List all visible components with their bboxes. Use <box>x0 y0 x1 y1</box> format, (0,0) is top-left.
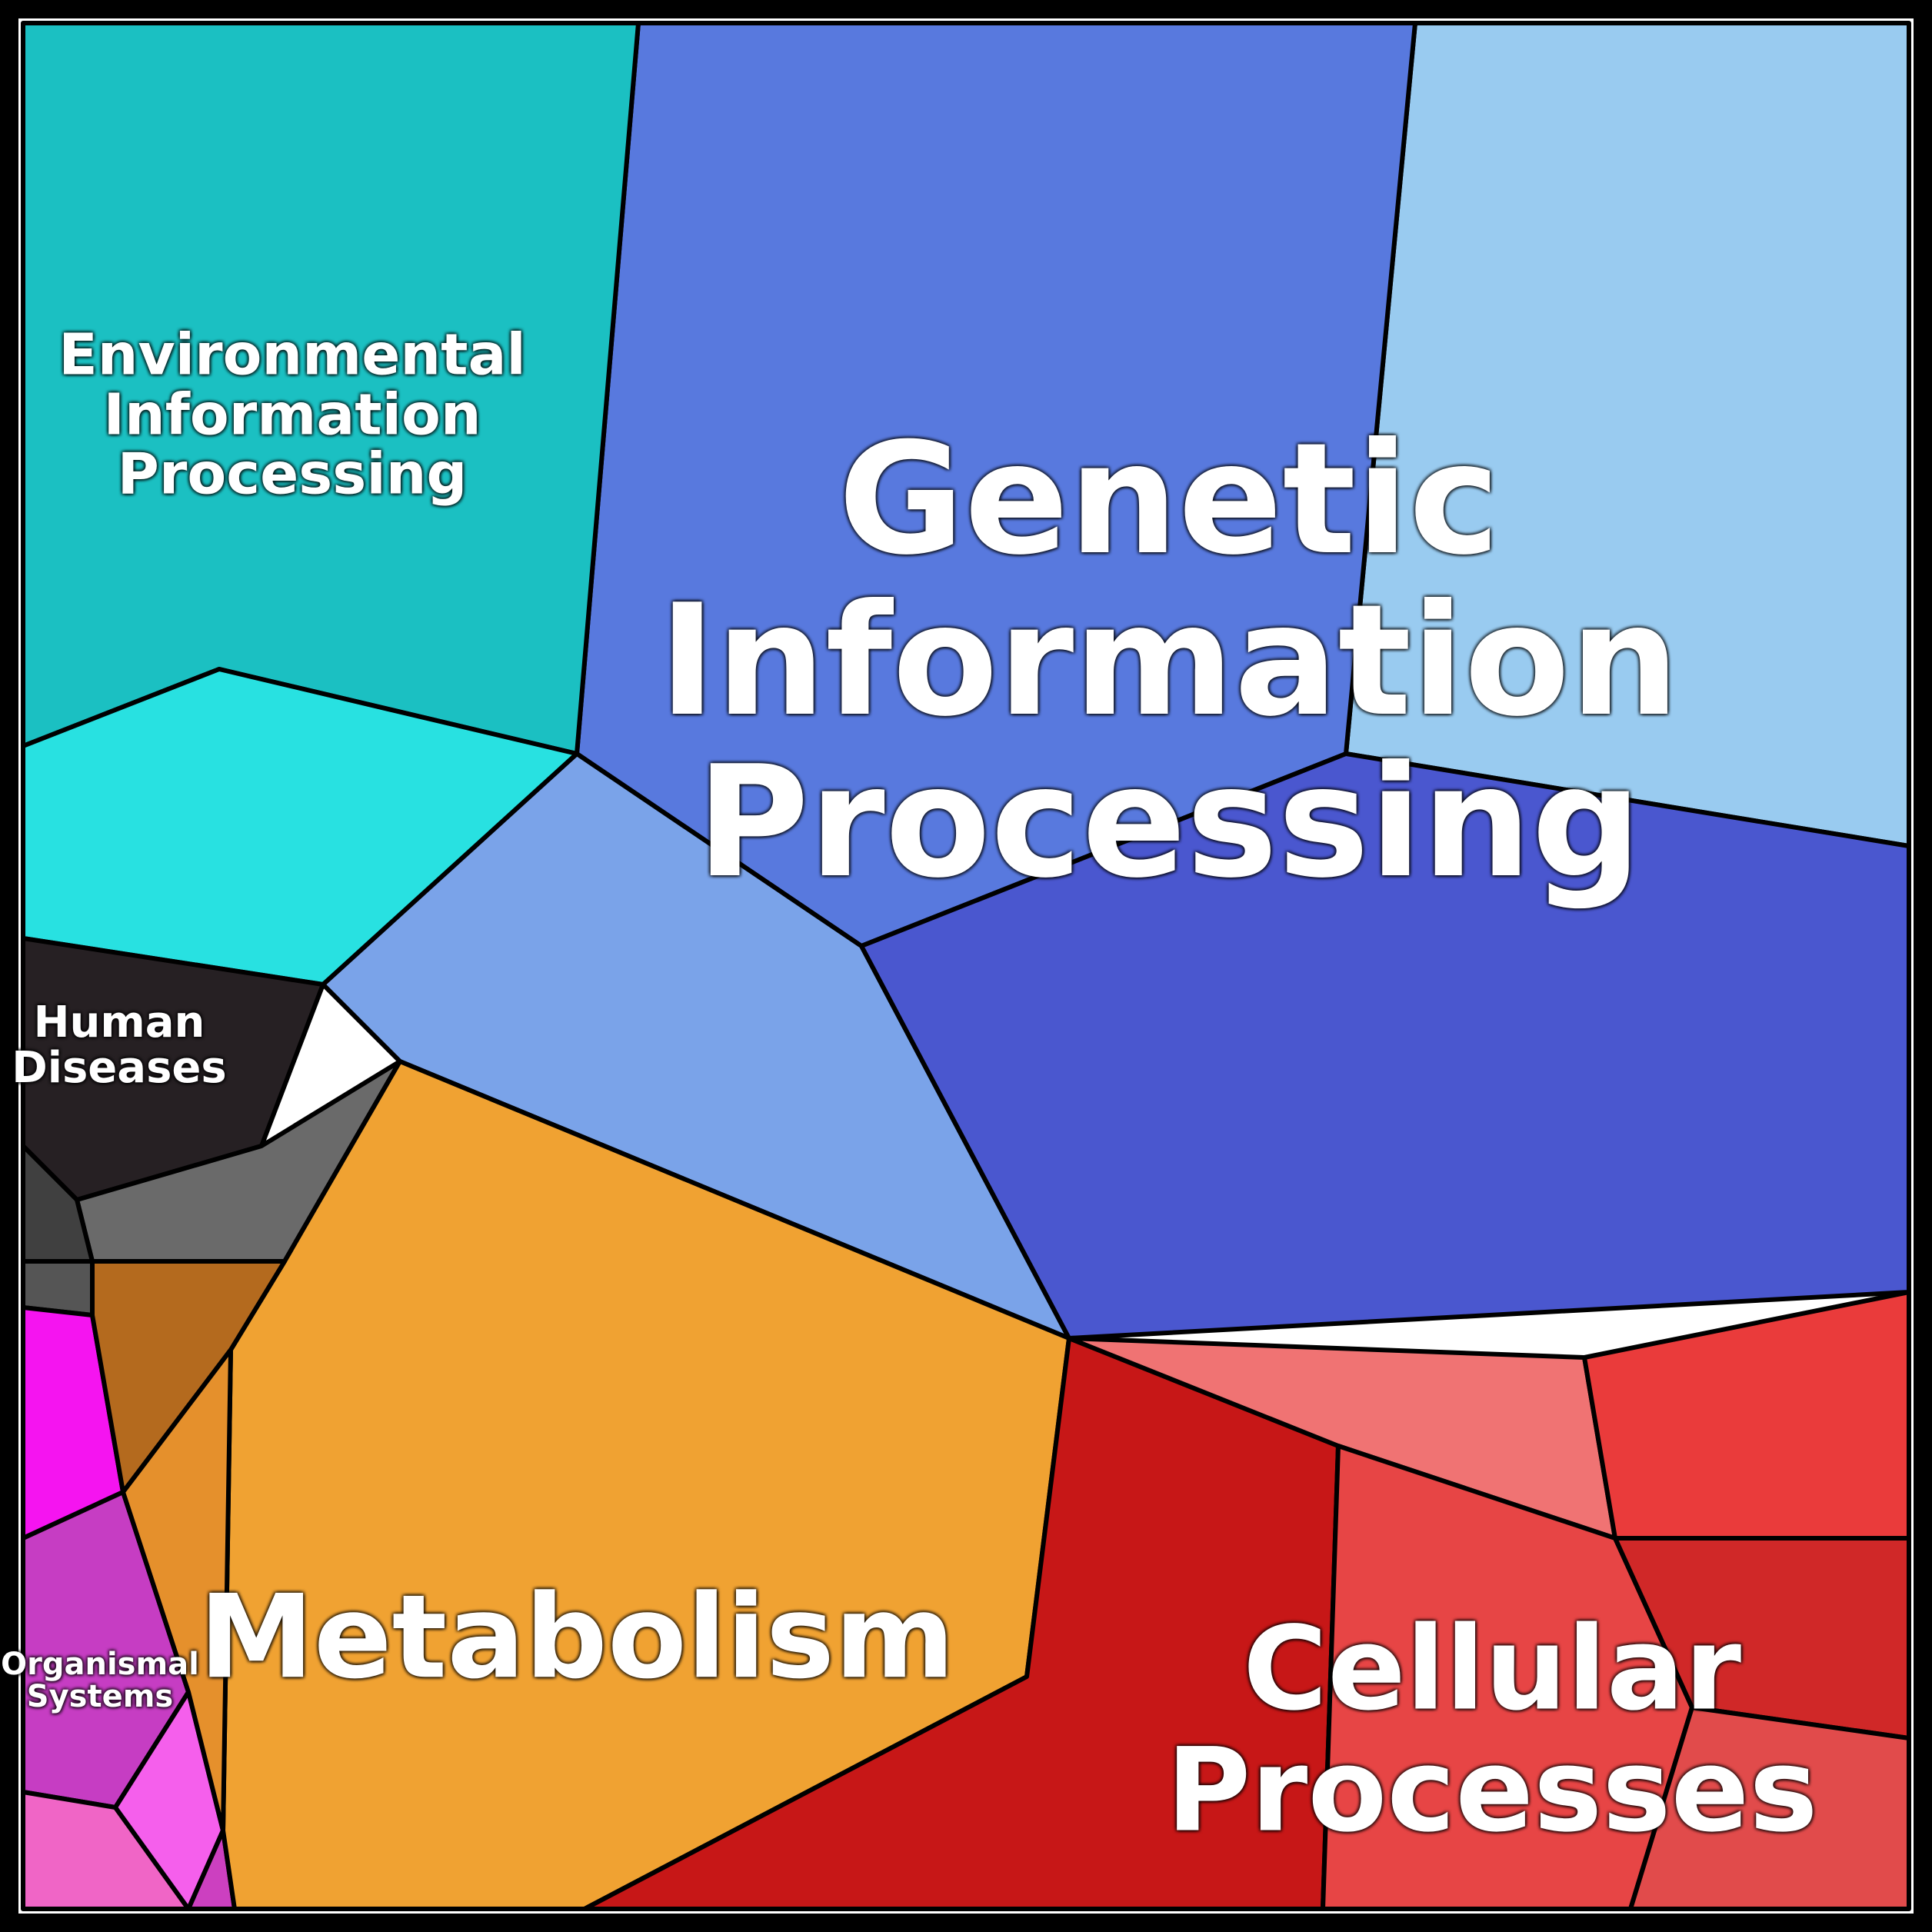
genetic-cell <box>1346 23 1909 846</box>
voronoi-treemap: Genetic Information ProcessingEnvironmen… <box>0 0 1932 1932</box>
env-cell <box>23 23 638 754</box>
voronoi-svg <box>0 0 1932 1932</box>
cellular-cell <box>1584 1292 1909 1538</box>
